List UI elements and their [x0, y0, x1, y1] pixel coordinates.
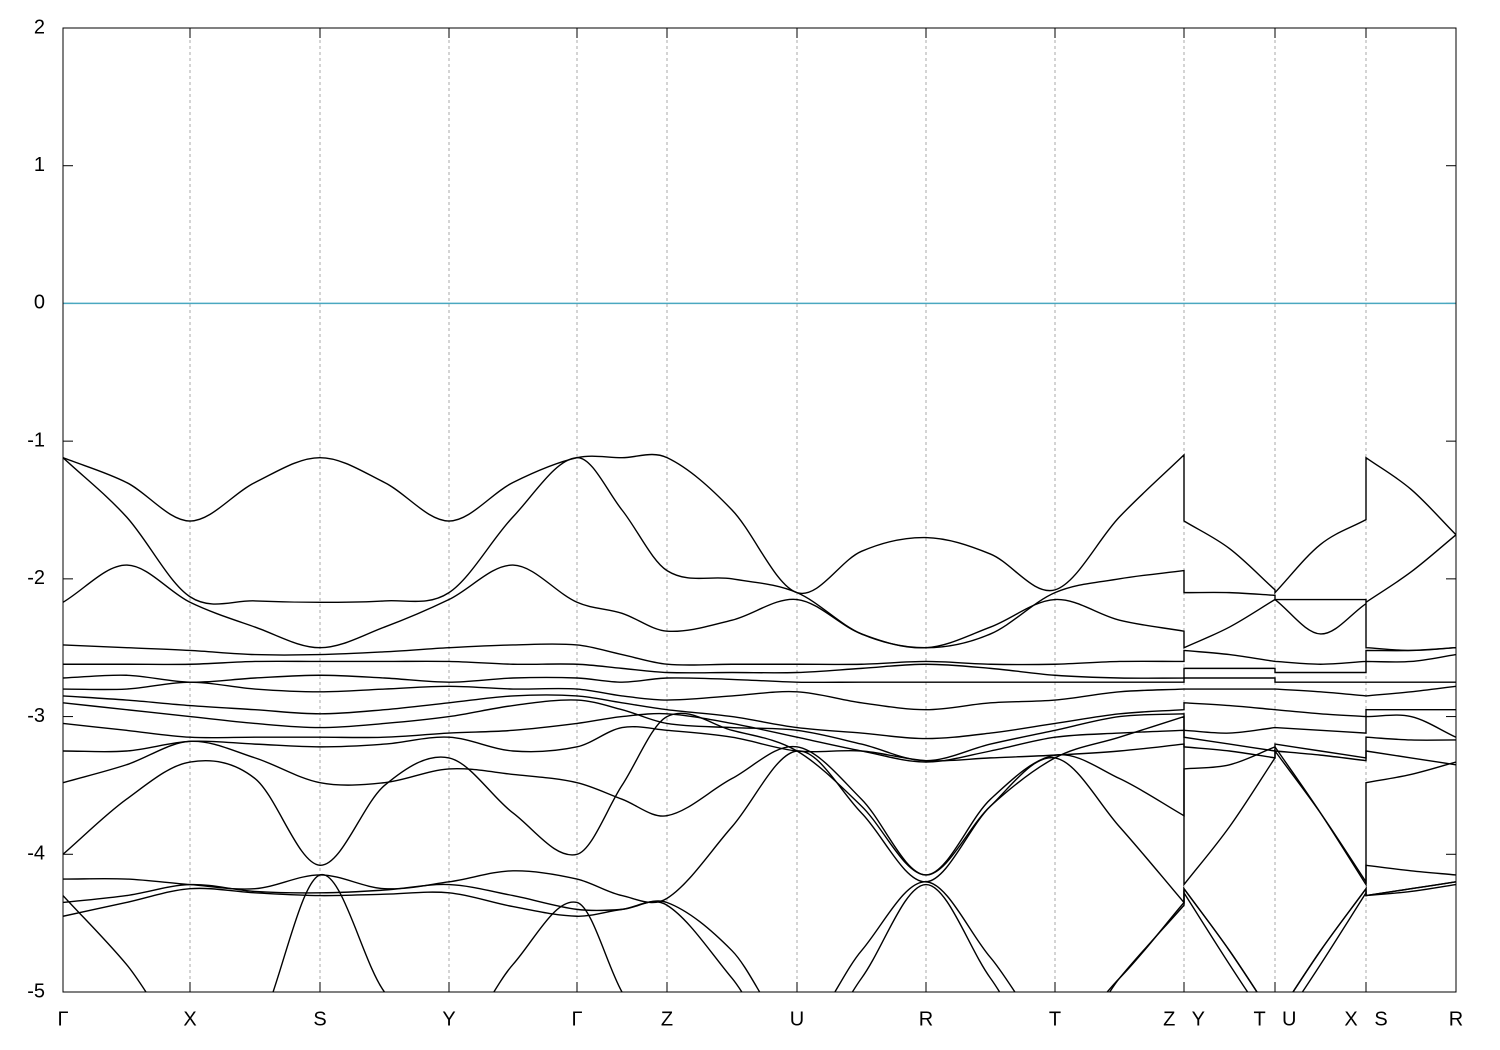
- band-line: [63, 564, 1456, 652]
- band-line: [63, 653, 1456, 679]
- x-tick-label: T: [1049, 1008, 1061, 1030]
- x-tick-label: Z Y: [1163, 1008, 1205, 1030]
- x-tick-label: U: [790, 1008, 804, 1030]
- y-tick-label: -4: [27, 843, 45, 865]
- y-tick-label: 1: [34, 154, 45, 176]
- band-line: [63, 681, 1456, 711]
- x-tick-label: Γ: [57, 1008, 68, 1030]
- y-tick-label: -2: [27, 567, 45, 589]
- y-tick-label: -5: [27, 980, 45, 1002]
- x-tick-label: X S: [1344, 1008, 1387, 1030]
- band-line: [63, 874, 623, 992]
- band-line: [63, 883, 1456, 992]
- x-tick-label: Γ: [571, 1008, 582, 1030]
- band-line: [63, 643, 1456, 666]
- y-tick-label: 2: [34, 16, 45, 38]
- band-line: [63, 453, 1456, 595]
- plot-frame: [62, 27, 1457, 993]
- y-tick-label: -3: [27, 705, 45, 727]
- band-line: [63, 694, 1456, 740]
- band-line: [63, 712, 1456, 887]
- y-tick-label: -1: [27, 429, 45, 451]
- x-tick-label: S: [313, 1008, 326, 1030]
- band-line: [63, 881, 1456, 992]
- x-tick-label: Y: [442, 1008, 455, 1030]
- x-tick-label: X: [183, 1008, 196, 1030]
- band-line: [63, 456, 1456, 649]
- x-tick-label: R: [1449, 1008, 1463, 1030]
- x-tick-label: Z: [661, 1008, 673, 1030]
- x-tick-label: T U: [1254, 1008, 1297, 1030]
- y-tick-label: 0: [34, 292, 45, 314]
- plot-area: [63, 453, 1456, 992]
- x-tick-label: R: [919, 1008, 933, 1030]
- band-line: [63, 674, 1456, 684]
- band-line: [63, 750, 1456, 992]
- band-line: [63, 740, 1456, 887]
- band-line: [63, 699, 1456, 762]
